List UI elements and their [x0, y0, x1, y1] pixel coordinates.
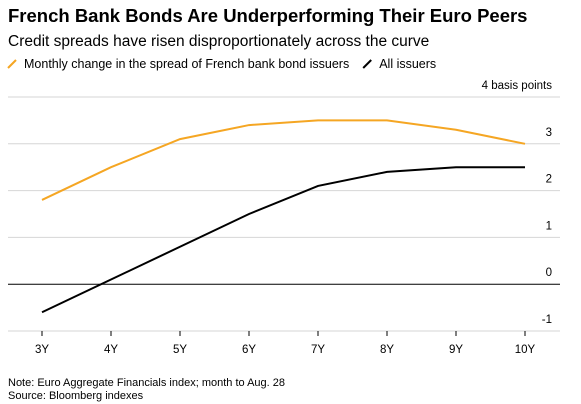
x-tick-label: 9Y	[449, 344, 463, 356]
legend-swatch	[362, 59, 372, 69]
y-tick-label: 3	[546, 127, 552, 139]
note: Note: Euro Aggregate Financials index; m…	[8, 377, 285, 389]
x-tick-label: 4Y	[104, 344, 118, 356]
chart-title: French Bank Bonds Are Underperforming Th…	[8, 5, 527, 26]
legend-swatch	[7, 59, 17, 69]
legend-label: All issuers	[379, 57, 436, 71]
y-tick-label: 2	[546, 174, 552, 186]
y-tick-label: 0	[546, 267, 552, 279]
x-tick-label: 6Y	[242, 344, 256, 356]
source: Source: Bloomberg indexes	[8, 390, 144, 402]
y-tick-label: 4 basis points	[482, 80, 553, 92]
x-tick-label: 7Y	[311, 344, 325, 356]
legend-label: Monthly change in the spread of French b…	[24, 57, 349, 71]
y-tick-label: -1	[542, 314, 552, 326]
y-tick-label: 1	[546, 220, 552, 232]
chart-subtitle: Credit spreads have risen disproportiona…	[8, 33, 429, 50]
series-line	[41, 166, 525, 314]
x-tick-label: 10Y	[515, 344, 536, 356]
x-tick-label: 3Y	[35, 344, 49, 356]
series-line	[41, 119, 526, 201]
x-tick-label: 8Y	[380, 344, 394, 356]
x-tick-label: 5Y	[173, 344, 187, 356]
